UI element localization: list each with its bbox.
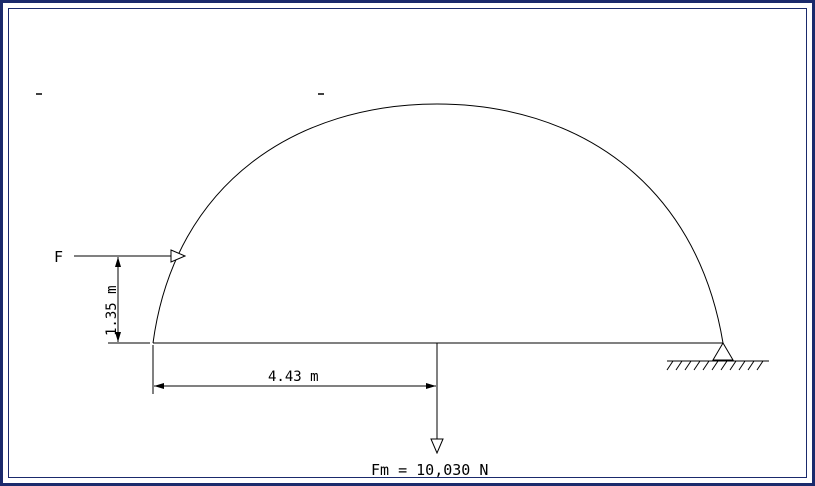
weight-fm-label: Fm = 10,030 N	[371, 461, 488, 479]
dome-arc	[152, 103, 724, 344]
pin-support	[666, 342, 769, 371]
horizontal-dimension-label: 4.43 m	[268, 369, 319, 385]
diagram-inner-border	[8, 8, 807, 478]
force-f-label: F	[54, 248, 63, 266]
horizontal-dimension	[152, 345, 436, 394]
height-dimension	[108, 255, 150, 344]
height-dimension-label: 1.35 m	[104, 285, 120, 336]
